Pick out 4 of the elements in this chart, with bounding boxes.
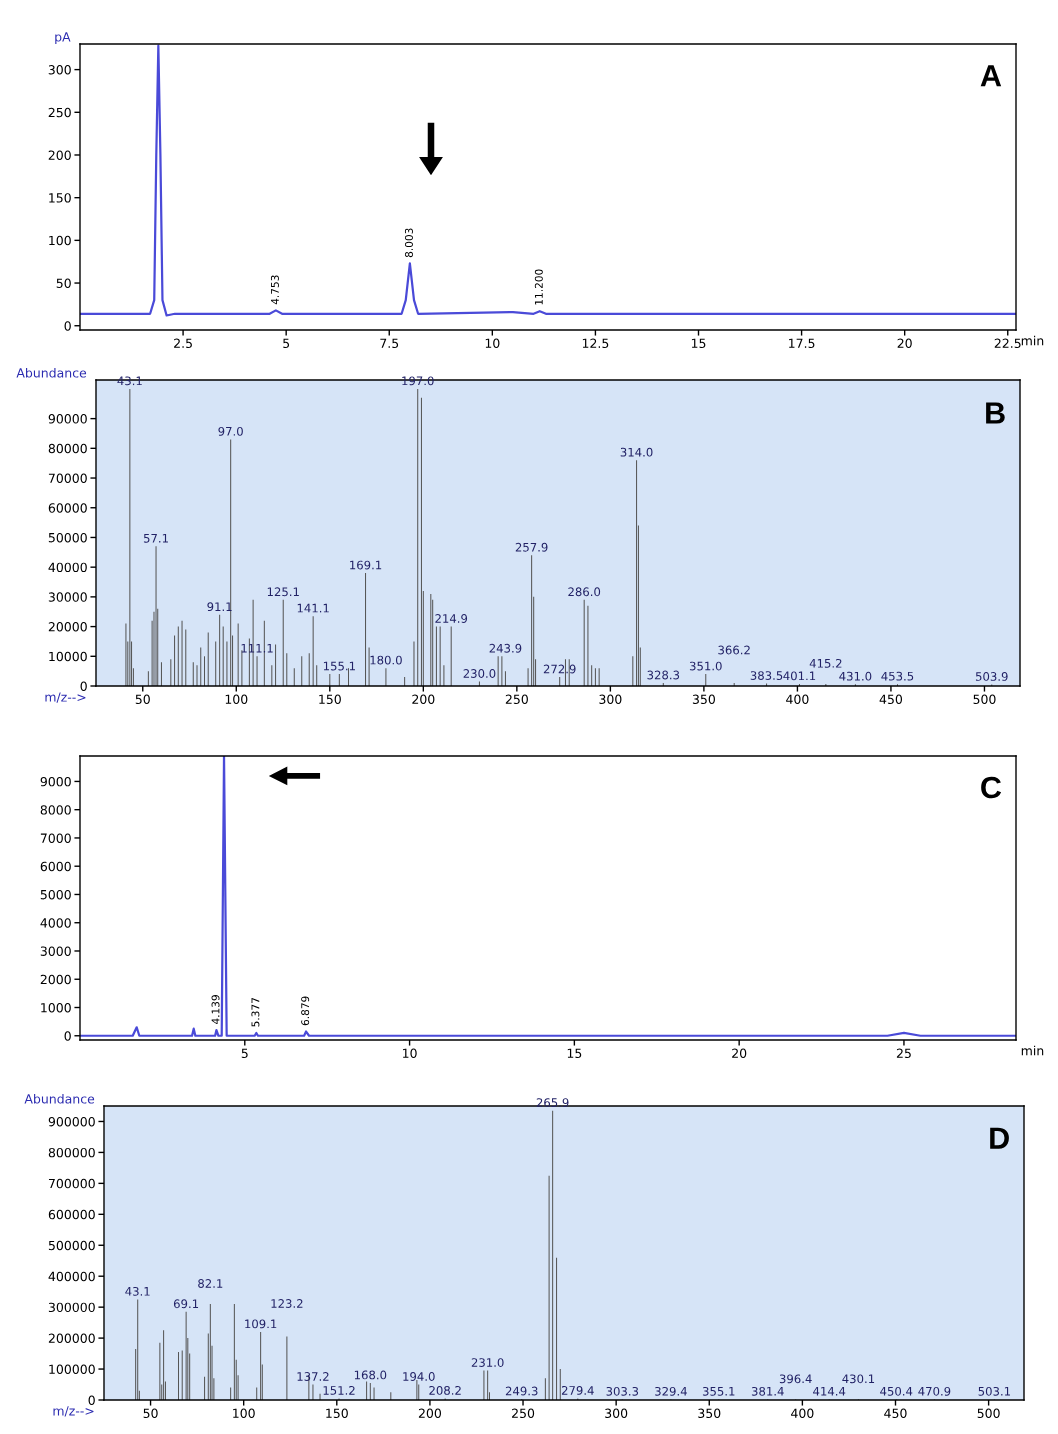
text: A [980, 65, 1002, 87]
text: D [990, 1127, 1009, 1149]
text: B [986, 402, 1005, 424]
text: C [981, 776, 1002, 799]
